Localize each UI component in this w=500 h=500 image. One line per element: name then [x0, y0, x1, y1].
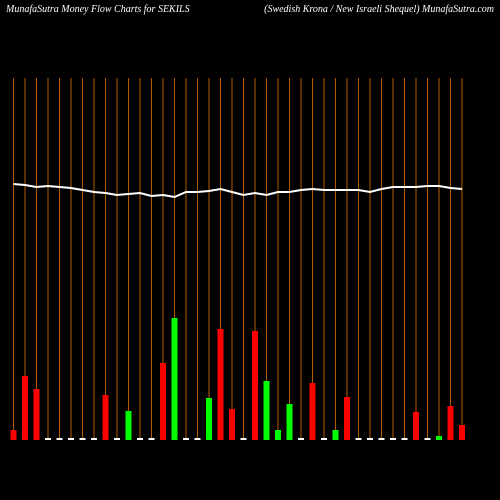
- bar: [401, 438, 408, 440]
- bar: [344, 397, 350, 440]
- bar: [275, 430, 281, 440]
- bar: [56, 438, 63, 440]
- bar: [309, 383, 316, 440]
- chart-title: MunafaSutra Money Flow Charts for SEKILS: [5, 4, 190, 15]
- chart-subtitle: (Swedish Krona / New Israeli Shequel) Mu…: [264, 4, 494, 15]
- bar: [229, 409, 235, 440]
- bar: [436, 436, 442, 440]
- bar: [447, 406, 454, 440]
- bar: [332, 430, 339, 440]
- bar: [10, 430, 17, 440]
- bar: [413, 412, 419, 440]
- bar: [378, 438, 385, 440]
- bar: [252, 331, 258, 440]
- bar: [160, 363, 166, 440]
- bar: [102, 395, 109, 440]
- bar: [217, 329, 224, 440]
- bar: [183, 438, 189, 440]
- bar: [286, 404, 293, 440]
- bar: [91, 438, 97, 440]
- bar: [114, 438, 120, 440]
- bar: [367, 438, 373, 440]
- bar: [298, 438, 304, 440]
- bar: [194, 438, 201, 440]
- bar: [171, 318, 178, 440]
- bar: [321, 438, 327, 440]
- bar: [125, 411, 132, 440]
- bar: [390, 438, 396, 440]
- bar: [45, 438, 51, 440]
- bar: [424, 438, 431, 440]
- bar: [137, 438, 143, 440]
- bar: [206, 398, 212, 440]
- bar: [459, 425, 465, 440]
- bar: [22, 376, 28, 440]
- bar: [68, 438, 74, 440]
- bar: [263, 381, 270, 440]
- bar: [33, 389, 40, 440]
- bars: [10, 318, 465, 440]
- bar: [240, 438, 247, 440]
- bar: [79, 438, 86, 440]
- bar: [148, 438, 155, 440]
- line-layer: [13, 183, 463, 199]
- price-line: [13, 183, 463, 199]
- bar: [355, 438, 362, 440]
